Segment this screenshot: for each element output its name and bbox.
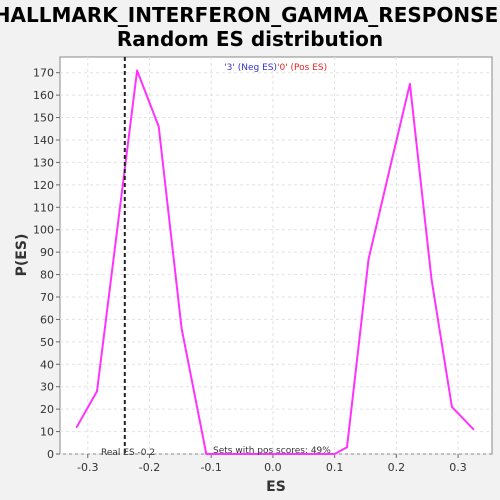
data-point [157,125,160,128]
y-tick-label: 10 [40,426,54,439]
data-point [472,428,475,431]
distribution-line [75,69,475,455]
x-tick-label: 0.1 [326,461,344,474]
x-tick-label: -0.3 [77,461,98,474]
y-tick-label: 150 [33,112,54,125]
data-point [136,69,139,72]
x-tick-label: 0.3 [449,461,467,474]
data-point [450,405,453,408]
y-tick-label: 20 [40,403,54,416]
data-point [75,426,78,428]
chart-title: HALLMARK_INTERFERON_GAMMA_RESPONSE: [0,3,500,27]
y-axis-label: P(ES) [14,234,30,277]
y-axis-ticks: 0 10 20 30 40 50 60 70 80 90 100 110 120 130 140 150 160… [33,67,60,461]
data-point [409,83,411,85]
y-tick-label: 0 [47,448,54,461]
data-point [216,453,219,455]
data-point [430,278,433,280]
data-point [389,166,392,168]
y-tick-label: 80 [40,269,54,282]
y-tick-label: 160 [33,89,54,102]
chart-subtitle: Random ES distribution [117,27,383,51]
x-axis-ticks: -0.3 -0.2 -0.1 0.0 0.1 0.2 0.3 [77,454,467,474]
x-tick-label: -0.1 [200,461,221,474]
pos-scores-annotation: Sets with pos scores: 49% [213,446,331,456]
x-axis-label: ES [266,479,286,495]
y-tick-label: 100 [33,224,54,237]
real-es-label: Real ES -0.2 [101,448,155,458]
y-tick-label: 60 [40,313,54,326]
data-point [272,453,274,455]
y-tick-label: 120 [33,179,54,192]
data-point [333,453,336,455]
data-point [346,446,348,449]
data-point [205,453,208,455]
y-tick-label: 90 [40,246,54,259]
x-tick-label: -0.2 [139,461,160,474]
data-point [180,327,183,330]
data-point [367,257,370,260]
legend-pos-label: '0' (Pos ES) [277,63,327,73]
y-tick-label: 130 [33,156,54,169]
y-tick-label: 40 [40,358,54,371]
y-tick-label: 30 [40,381,54,394]
series-layer [75,69,475,455]
legend-neg-label: '3' (Neg ES) [224,63,277,73]
x-tick-label: 0.2 [388,461,406,474]
plot-area [59,56,493,455]
x-tick-label: 0.0 [264,461,282,474]
grid-lines [60,57,492,455]
y-tick-label: 50 [40,336,54,349]
y-tick-label: 110 [33,201,54,214]
y-tick-label: 70 [40,291,54,304]
data-point [96,390,98,393]
y-tick-label: 140 [33,134,54,147]
y-tick-label: 170 [33,67,54,80]
